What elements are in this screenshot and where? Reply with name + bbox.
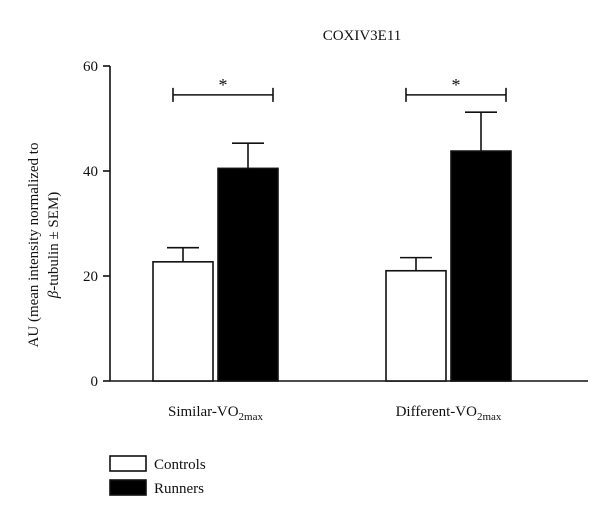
legend-label-runners: Runners xyxy=(154,481,204,497)
y-axis-label-greek: β xyxy=(46,290,62,299)
y-axis-label-line2: β-tubulin ± SEM) xyxy=(46,192,62,300)
legend-label-controls: Controls xyxy=(154,457,206,473)
legend-swatch-controls xyxy=(109,455,147,472)
bars-group xyxy=(152,150,512,382)
significance-group: * * xyxy=(172,75,507,102)
y-tick-label-1: 20 xyxy=(83,269,98,285)
y-tick-label-2: 40 xyxy=(83,164,98,180)
bar-controls-1 xyxy=(385,269,447,382)
x-category-label-base-1: Different-VO xyxy=(396,404,478,420)
x-category-label-0: Similar-VO2max xyxy=(168,404,263,423)
y-axis: 0 20 40 60 xyxy=(83,59,111,390)
legend: Controls Runners xyxy=(109,455,206,497)
x-category-label-sub-0: 2max xyxy=(239,411,264,423)
x-category-label-1: Different-VO2max xyxy=(396,404,502,423)
y-tick-label-3: 60 xyxy=(83,59,98,75)
bar-runners-1 xyxy=(450,150,512,382)
y-axis-label-line1: AU (mean intensity normalized to xyxy=(26,143,42,348)
sig-star-0: * xyxy=(219,75,228,95)
y-axis-label-rest: -tubulin ± SEM) xyxy=(46,192,62,291)
y-tick-label-0: 0 xyxy=(91,374,99,390)
legend-swatch-runners xyxy=(109,479,147,496)
sig-star-1: * xyxy=(452,75,461,95)
category-labels: Similar-VO2max Different-VO2max xyxy=(168,404,502,423)
bar-runners-0 xyxy=(217,167,279,382)
error-bars-group xyxy=(167,111,497,271)
chart-title: COXIV3E11 xyxy=(323,28,402,44)
x-category-label-sub-1: 2max xyxy=(477,411,502,423)
y-axis-label: AU (mean intensity normalized to β-tubul… xyxy=(26,143,62,348)
bar-controls-0 xyxy=(152,261,214,382)
x-category-label-base-0: Similar-VO xyxy=(168,404,239,420)
